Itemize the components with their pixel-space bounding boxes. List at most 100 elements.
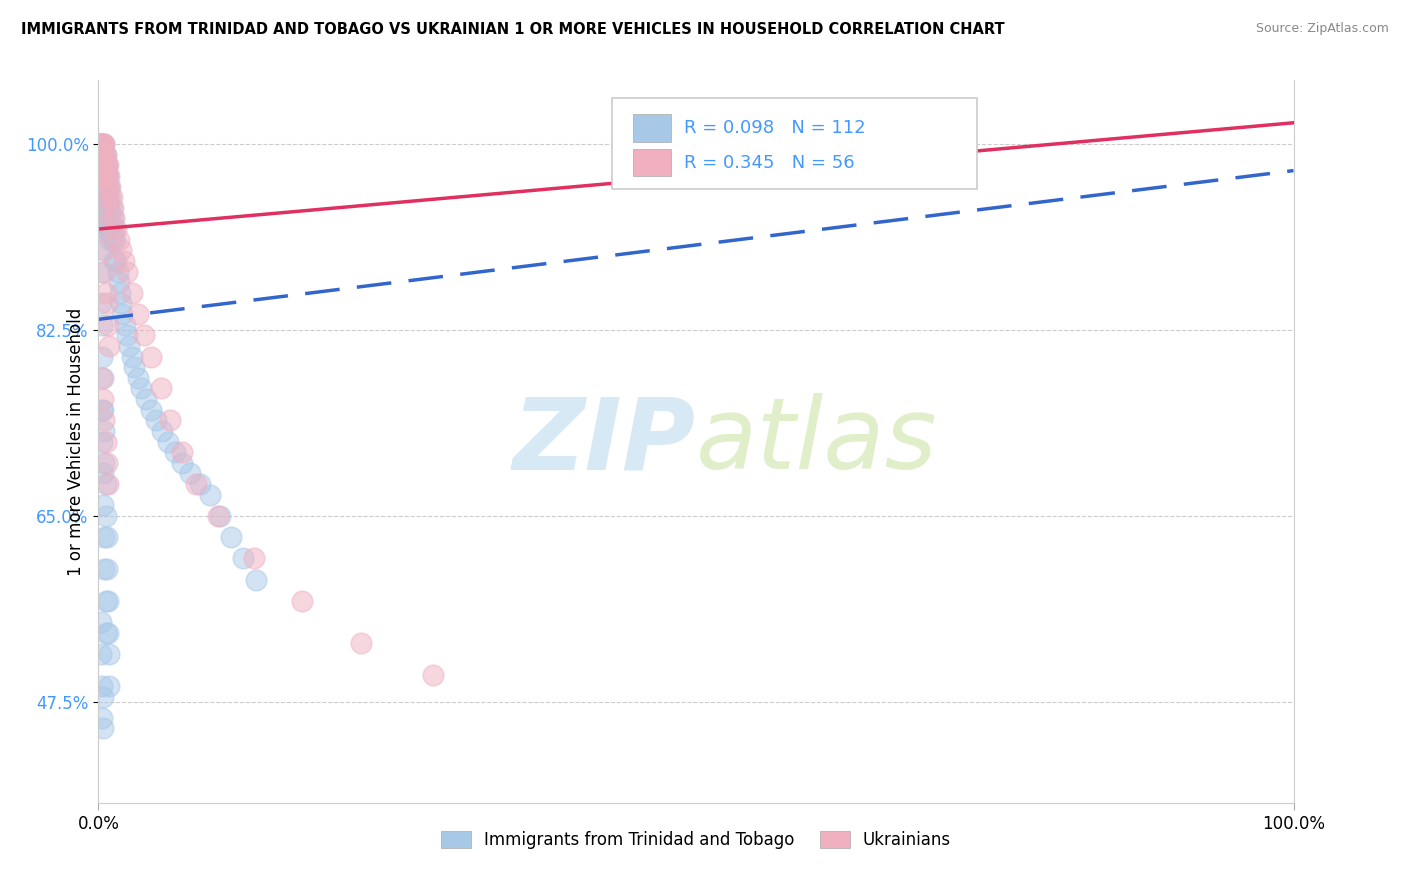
Point xyxy=(121,350,143,364)
Point xyxy=(90,615,112,630)
Point xyxy=(91,711,114,725)
Text: IMMIGRANTS FROM TRINIDAD AND TOBAGO VS UKRAINIAN 1 OR MORE VEHICLES IN HOUSEHOLD: IMMIGRANTS FROM TRINIDAD AND TOBAGO VS U… xyxy=(21,22,1005,37)
Point xyxy=(96,562,118,576)
Point xyxy=(100,201,122,215)
Point xyxy=(91,169,114,183)
Point xyxy=(97,201,120,215)
Point xyxy=(90,147,112,161)
Point xyxy=(93,456,115,470)
Point xyxy=(89,136,111,151)
Point xyxy=(93,158,115,172)
Point xyxy=(101,201,124,215)
Point xyxy=(91,158,114,172)
Point xyxy=(89,158,111,172)
Point xyxy=(98,222,121,236)
Point xyxy=(145,413,167,427)
Point xyxy=(105,222,128,236)
Point xyxy=(94,190,117,204)
Point xyxy=(91,147,114,161)
Point xyxy=(107,275,129,289)
Point xyxy=(90,647,112,661)
FancyBboxPatch shape xyxy=(613,98,977,189)
Point xyxy=(156,434,179,449)
Point xyxy=(91,158,114,172)
Point xyxy=(91,434,114,449)
Point xyxy=(97,190,120,204)
Point xyxy=(131,381,153,395)
Point xyxy=(179,467,201,481)
Point xyxy=(96,158,118,172)
Point xyxy=(90,190,112,204)
Point xyxy=(115,264,138,278)
Point xyxy=(91,350,114,364)
Point xyxy=(114,318,136,332)
Point xyxy=(103,222,125,236)
Point xyxy=(94,477,117,491)
Point xyxy=(135,392,157,406)
Y-axis label: 1 or more Vehicles in Household: 1 or more Vehicles in Household xyxy=(66,308,84,575)
Point xyxy=(90,264,112,278)
Point xyxy=(94,508,117,523)
Point xyxy=(198,488,221,502)
Point xyxy=(93,562,115,576)
Point xyxy=(94,147,117,161)
Point xyxy=(124,360,146,375)
Point xyxy=(111,307,134,321)
Point xyxy=(98,211,122,226)
Point xyxy=(94,222,117,236)
Point xyxy=(103,254,125,268)
Point xyxy=(101,211,124,226)
Point xyxy=(97,158,120,172)
Point xyxy=(139,350,162,364)
Point xyxy=(188,477,211,491)
Point xyxy=(97,222,120,236)
Point xyxy=(350,636,373,650)
Point xyxy=(172,456,194,470)
Point xyxy=(91,136,114,151)
Point xyxy=(91,318,114,332)
Point xyxy=(91,179,114,194)
Point xyxy=(94,158,117,172)
Point xyxy=(219,530,242,544)
Point xyxy=(232,551,254,566)
Point xyxy=(96,158,118,172)
Point xyxy=(91,169,114,183)
Text: R = 0.098   N = 112: R = 0.098 N = 112 xyxy=(685,119,866,137)
Point xyxy=(97,625,120,640)
Point xyxy=(91,190,114,204)
Point xyxy=(93,136,115,151)
Point xyxy=(245,573,267,587)
Point xyxy=(422,668,444,682)
Point xyxy=(91,169,114,183)
Point xyxy=(91,222,114,236)
Point xyxy=(98,179,121,194)
Point xyxy=(93,136,115,151)
Point xyxy=(103,211,125,226)
Point xyxy=(96,530,118,544)
Point xyxy=(115,328,138,343)
Point xyxy=(118,339,141,353)
Point xyxy=(93,201,115,215)
Point xyxy=(139,402,162,417)
Point xyxy=(89,147,111,161)
Text: Source: ZipAtlas.com: Source: ZipAtlas.com xyxy=(1256,22,1389,36)
Point xyxy=(90,158,112,172)
Point xyxy=(98,201,121,215)
Point xyxy=(93,222,115,236)
Point xyxy=(98,190,122,204)
Point xyxy=(90,296,112,310)
Point xyxy=(159,413,181,427)
Point xyxy=(90,136,112,151)
Point xyxy=(108,285,131,300)
Point xyxy=(90,169,112,183)
Point xyxy=(94,434,117,449)
Bar xyxy=(633,149,671,177)
Point xyxy=(97,169,120,183)
Point xyxy=(100,190,122,204)
Point xyxy=(243,551,266,566)
Point xyxy=(132,328,155,343)
Point xyxy=(112,254,135,268)
Legend: Immigrants from Trinidad and Tobago, Ukrainians: Immigrants from Trinidad and Tobago, Ukr… xyxy=(434,824,957,856)
Point xyxy=(98,647,121,661)
Point xyxy=(91,690,114,704)
